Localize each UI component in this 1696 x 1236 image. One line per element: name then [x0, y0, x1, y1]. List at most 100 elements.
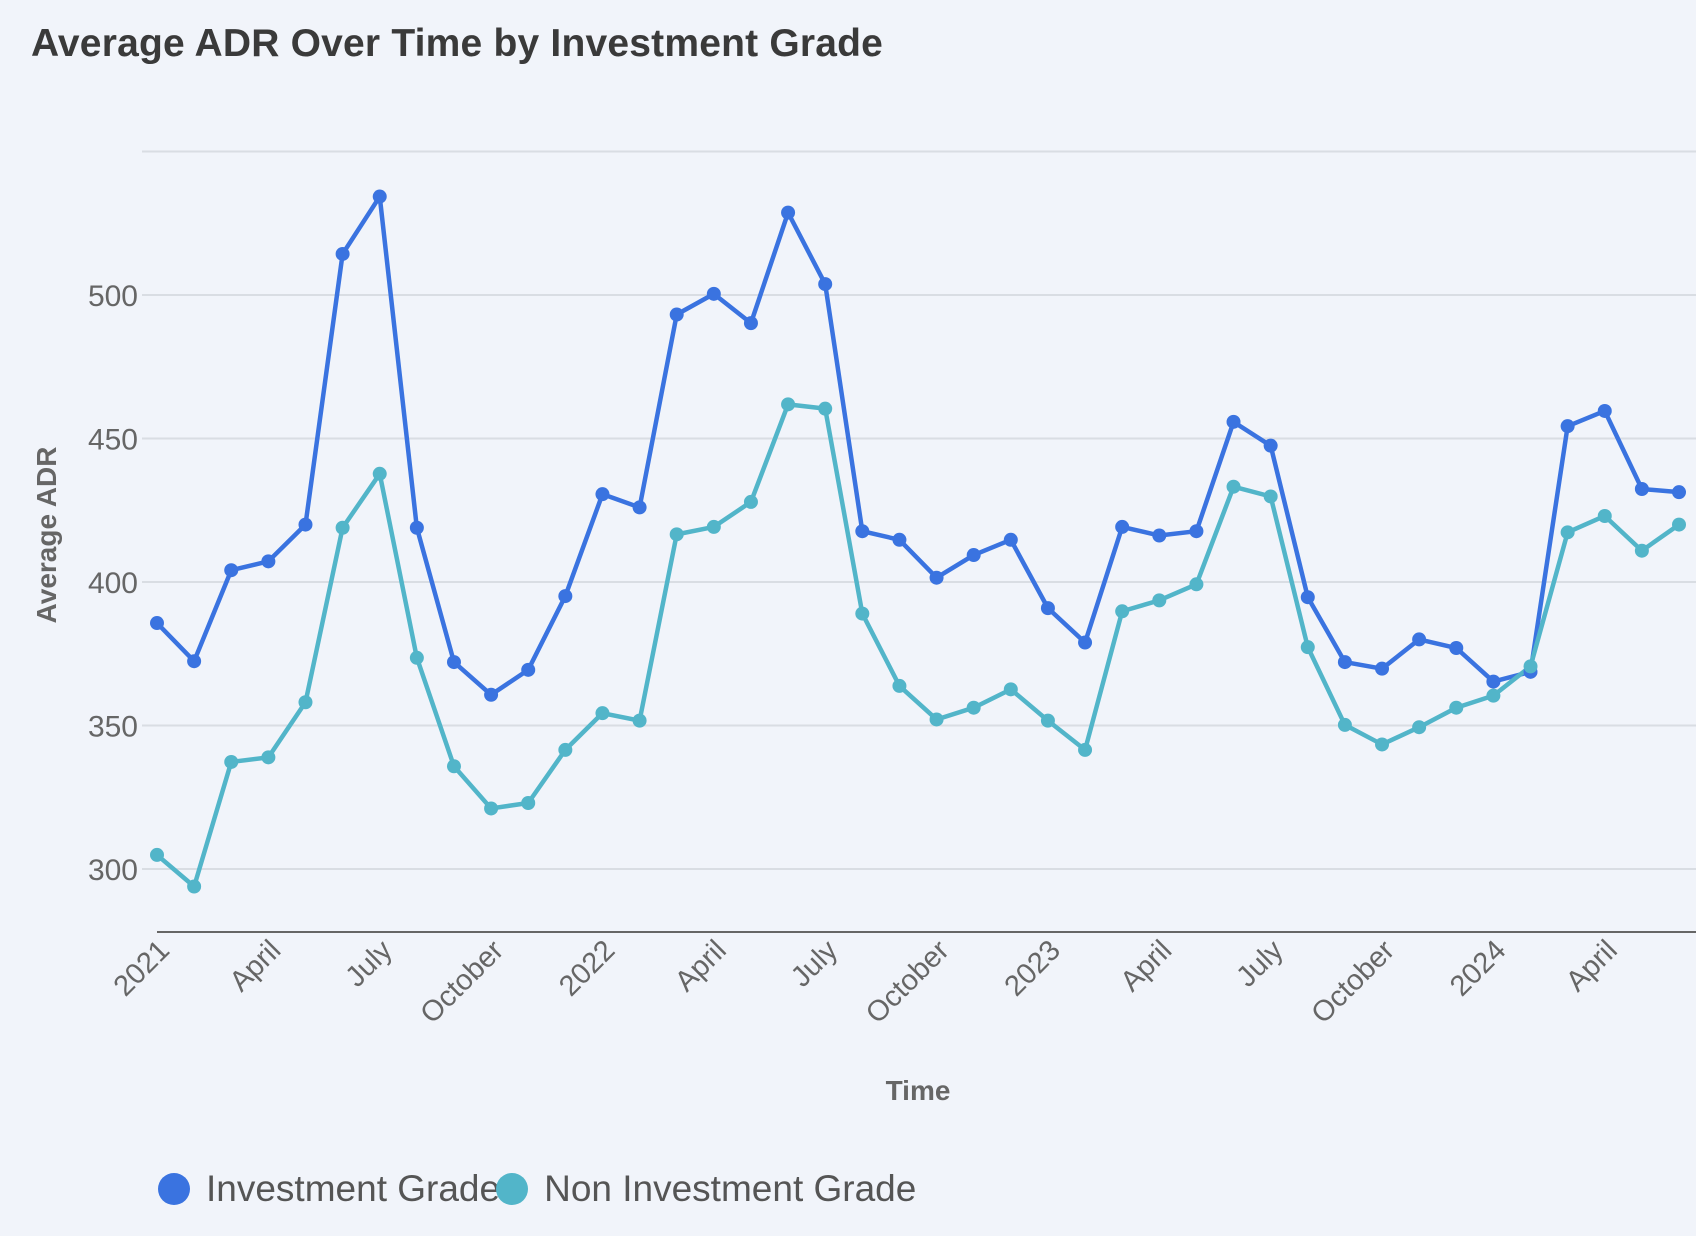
x-tick-label: April	[1560, 934, 1624, 998]
x-tick-label: July	[340, 934, 399, 993]
data-point	[372, 189, 387, 204]
data-point	[632, 713, 647, 728]
data-point	[224, 563, 239, 578]
data-point	[1226, 479, 1241, 494]
data-point	[150, 847, 164, 862]
data-point	[1560, 419, 1575, 434]
x-tick-label: 2024	[1444, 934, 1512, 1002]
data-point	[929, 570, 944, 585]
data-point	[484, 801, 499, 816]
data-point	[1189, 577, 1204, 592]
data-point	[521, 795, 536, 810]
data-point	[743, 316, 758, 331]
y-axis-title: Average ADR	[31, 447, 62, 624]
data-point	[1152, 528, 1167, 543]
data-point	[595, 487, 610, 502]
x-tick-label: July	[1231, 934, 1290, 993]
data-point	[335, 520, 350, 535]
data-point	[372, 466, 387, 481]
y-tick-label: 500	[88, 280, 138, 313]
data-point	[1115, 519, 1130, 534]
x-axis-title: Time	[886, 1075, 951, 1106]
data-point	[1226, 414, 1241, 429]
data-point	[521, 662, 536, 677]
x-tick-label: 2023	[999, 934, 1067, 1002]
data-point	[1337, 655, 1352, 670]
data-point	[781, 205, 796, 220]
data-point	[1672, 485, 1686, 500]
legend-item-investment-grade[interactable]: Investment Grade	[158, 1168, 500, 1210]
data-point	[224, 754, 239, 769]
data-point	[1634, 482, 1649, 497]
data-point	[1449, 700, 1464, 715]
legend-label: Investment Grade	[206, 1168, 501, 1209]
data-point	[1040, 601, 1055, 616]
legend-marker-icon	[158, 1173, 190, 1205]
data-point	[298, 695, 313, 710]
data-point	[298, 517, 313, 532]
y-tick-label: 400	[88, 567, 138, 600]
series-line-investment-grade	[155, 194, 1680, 698]
data-point	[669, 527, 684, 542]
data-point	[1375, 737, 1390, 752]
data-point	[187, 879, 202, 894]
data-point	[1300, 590, 1315, 605]
data-point	[595, 706, 610, 721]
data-point	[966, 700, 981, 715]
data-point	[1672, 517, 1686, 532]
data-point	[743, 494, 758, 509]
x-tick-label: October	[1305, 934, 1401, 1030]
data-point	[1115, 604, 1130, 619]
data-point	[1597, 403, 1612, 418]
data-point	[1486, 674, 1501, 689]
data-point	[1263, 489, 1278, 504]
data-point	[1560, 525, 1575, 540]
data-point	[818, 401, 833, 416]
data-point	[1412, 632, 1427, 647]
data-point	[669, 307, 684, 322]
x-tick-label: April	[669, 934, 733, 998]
data-point	[446, 759, 461, 774]
data-point	[1486, 688, 1501, 703]
data-point	[1003, 532, 1018, 547]
x-tick-label: April	[1115, 934, 1179, 998]
data-point	[1078, 635, 1093, 650]
y-tick-label: 350	[88, 711, 138, 744]
data-point	[1300, 640, 1315, 655]
x-tick-label: October	[414, 934, 510, 1030]
legend-item-non-investment-grade[interactable]: Non Investment Grade	[496, 1168, 916, 1210]
data-point	[1189, 524, 1204, 539]
x-tick-label: October	[860, 934, 956, 1030]
data-point	[706, 519, 721, 534]
data-point	[1597, 508, 1612, 523]
data-point	[855, 606, 870, 621]
data-point	[558, 742, 573, 757]
data-point	[261, 750, 276, 765]
data-point	[409, 650, 424, 665]
data-point	[1078, 742, 1093, 757]
data-point	[261, 554, 276, 569]
chart-title: Average ADR Over Time by Investment Grad…	[31, 22, 884, 65]
data-point	[1337, 717, 1352, 732]
data-point	[1375, 661, 1390, 676]
x-tick-label: 2021	[108, 934, 176, 1002]
data-point	[892, 532, 907, 547]
data-point	[1449, 641, 1464, 656]
data-point	[929, 712, 944, 727]
data-point	[781, 397, 796, 412]
data-point	[1003, 682, 1018, 697]
x-tick-label: April	[224, 934, 288, 998]
data-point	[966, 548, 981, 563]
data-point	[558, 589, 573, 604]
data-point	[1040, 713, 1055, 728]
data-point	[150, 616, 164, 631]
data-point	[1634, 543, 1649, 558]
data-point	[1523, 659, 1538, 674]
data-point	[446, 655, 461, 670]
data-point	[409, 520, 424, 535]
data-point	[818, 277, 833, 292]
legend-marker-icon	[496, 1173, 529, 1205]
data-point	[335, 246, 350, 261]
data-point	[892, 678, 907, 693]
